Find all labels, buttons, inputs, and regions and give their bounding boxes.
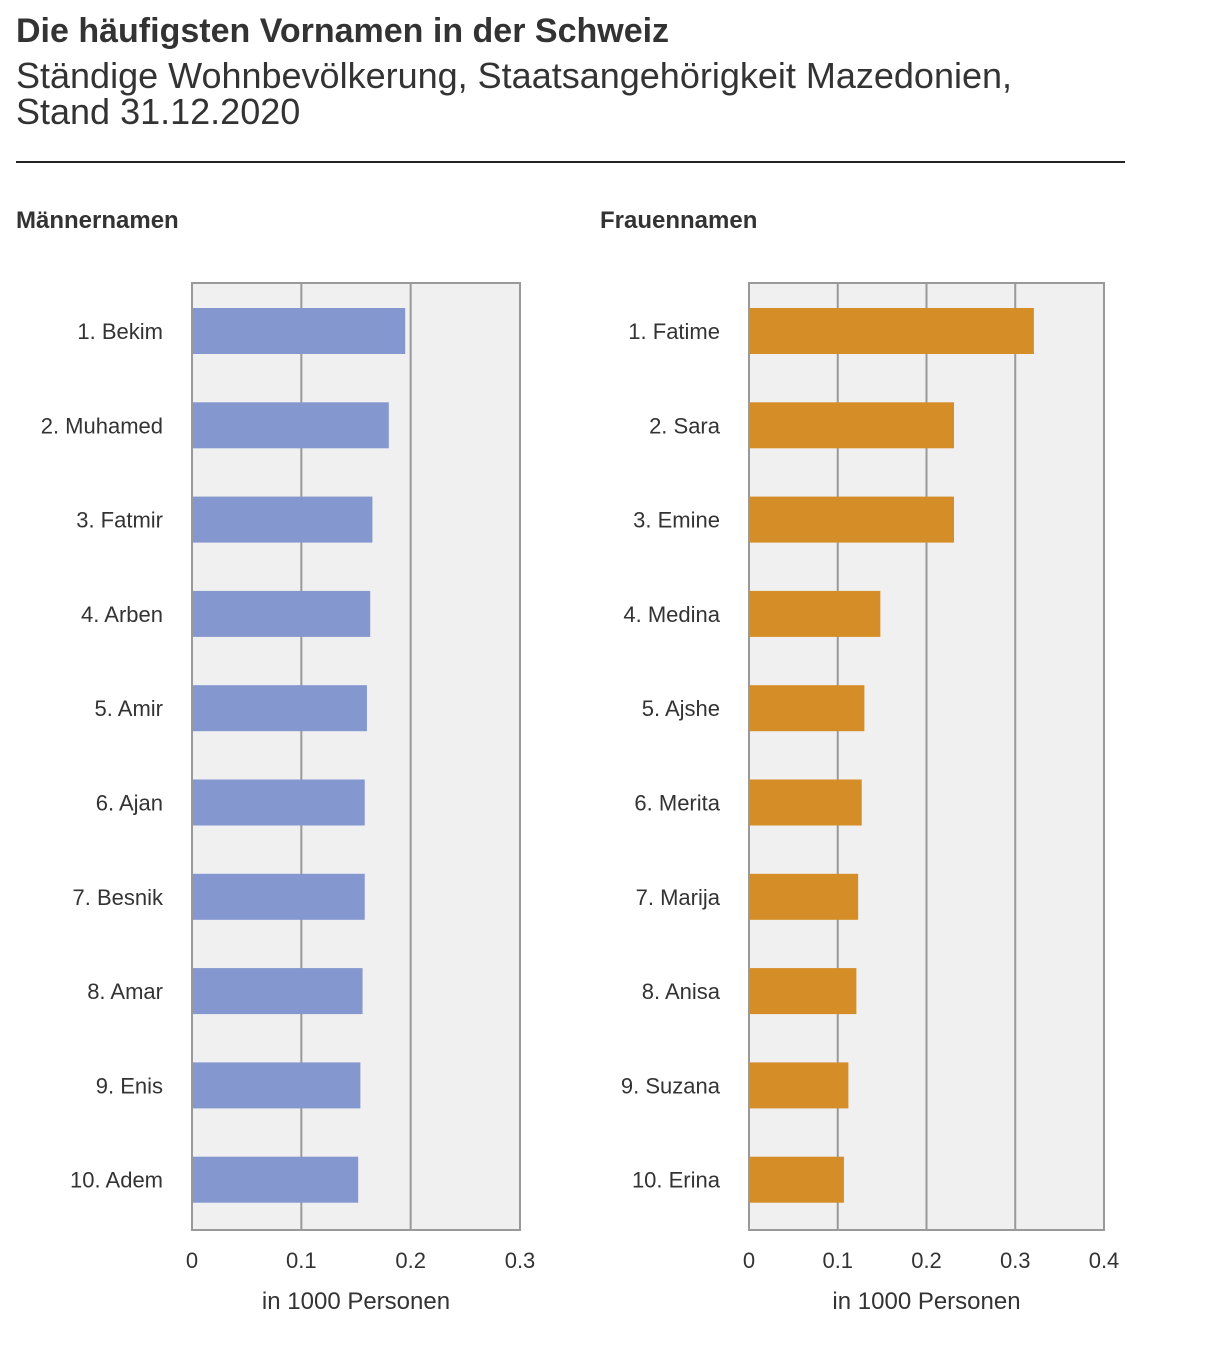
panel-title-women: Frauennamen: [600, 207, 758, 234]
bar-3: [192, 496, 373, 543]
y-category-label: 6. Ajan: [96, 791, 163, 816]
y-category-label: 3. Emine: [633, 508, 720, 533]
y-category-label: 2. Sara: [649, 413, 721, 438]
bar-1: [749, 308, 1034, 354]
y-category-label: 5. Ajshe: [642, 696, 720, 721]
y-category-label: 7. Marija: [636, 885, 721, 910]
x-tick-label: 0.3: [505, 1248, 536, 1273]
bar-10: [192, 1156, 359, 1203]
y-category-label: 8. Anisa: [642, 979, 721, 1004]
y-category-label: 2. Muhamed: [41, 413, 163, 438]
y-category-label: 8. Amar: [87, 979, 163, 1004]
x-axis-label: in 1000 Personen: [262, 1288, 450, 1315]
x-tick-label: 0.1: [286, 1248, 317, 1273]
x-tick-label: 0.1: [822, 1248, 853, 1273]
y-category-label: 5. Amir: [95, 696, 163, 721]
x-tick-label: 0: [743, 1248, 755, 1273]
bar-6: [192, 779, 365, 826]
bar-5: [192, 685, 367, 732]
x-tick-label: 0.4: [1089, 1248, 1120, 1273]
bar-5: [749, 685, 865, 732]
y-category-label: 4. Arben: [81, 602, 163, 627]
chart-title: Die häufigsten Vornamen in der Schweiz: [16, 12, 670, 50]
bar-2: [192, 402, 389, 449]
x-tick-label: 0.2: [395, 1248, 426, 1273]
y-category-label: 6. Merita: [634, 791, 720, 816]
y-category-label: 10. Erina: [632, 1168, 721, 1193]
x-axis-label: in 1000 Personen: [832, 1288, 1020, 1315]
bar-6: [749, 779, 862, 826]
bar-3: [749, 496, 955, 543]
bar-4: [749, 590, 881, 637]
x-tick-label: 0: [186, 1248, 198, 1273]
x-tick-label: 0.2: [911, 1248, 942, 1273]
bar-2: [749, 402, 955, 449]
bar-1: [192, 308, 406, 354]
divider: [16, 161, 1125, 163]
y-category-label: 9. Suzana: [621, 1073, 721, 1098]
bar-8: [749, 968, 857, 1015]
bar-4: [192, 590, 371, 637]
x-tick-label: 0.3: [1000, 1248, 1031, 1273]
bar-7: [749, 873, 859, 920]
plot-frame: [191, 282, 521, 1231]
y-category-label: 1. Bekim: [77, 319, 163, 344]
bar-10: [749, 1156, 844, 1203]
y-category-label: 9. Enis: [96, 1073, 163, 1098]
bar-7: [192, 873, 365, 920]
chart-subtitle: Ständige Wohnbevölkerung, Staatsangehöri…: [16, 55, 1013, 132]
y-category-label: 7. Besnik: [73, 885, 164, 910]
bar-9: [192, 1062, 361, 1109]
y-category-label: 1. Fatime: [628, 319, 720, 344]
y-category-label: 10. Adem: [70, 1168, 163, 1193]
y-category-label: 4. Medina: [623, 602, 720, 627]
panel-title-men: Männernamen: [16, 207, 179, 234]
y-category-label: 3. Fatmir: [76, 508, 163, 533]
bar-8: [192, 968, 363, 1015]
plot-frame: [748, 282, 1105, 1231]
bar-9: [749, 1062, 849, 1109]
